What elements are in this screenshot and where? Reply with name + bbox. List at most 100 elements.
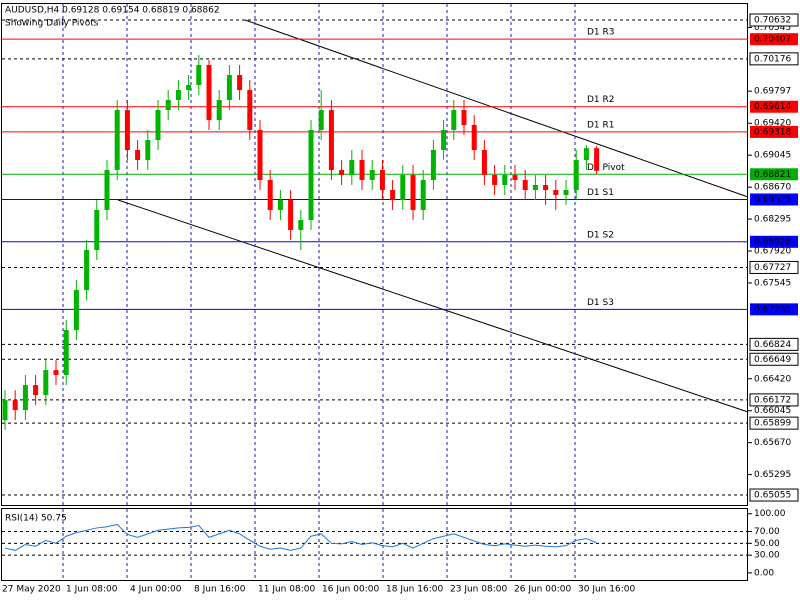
candle-body — [369, 170, 375, 180]
pivot-name: D1 R3 — [587, 28, 615, 38]
candle-body — [53, 370, 59, 376]
price-box — [749, 416, 799, 430]
candle-body — [420, 179, 426, 210]
price-box — [749, 352, 799, 366]
candle-body — [451, 110, 457, 130]
candle-body — [104, 170, 110, 210]
candle-body — [583, 148, 589, 160]
price-label: 0.70632 — [754, 16, 791, 26]
candle-body — [379, 170, 385, 191]
y-tick-label: 0.69797 — [754, 87, 791, 97]
pivot-name: D1 R2 — [587, 95, 615, 105]
candle-body — [196, 64, 202, 86]
candle-body — [216, 99, 222, 121]
x-tick-label: 23 Jun 08:00 — [450, 585, 507, 595]
price-box — [750, 235, 798, 248]
candle-body — [22, 385, 28, 411]
candle-body — [145, 140, 151, 160]
candle-body — [257, 129, 263, 180]
trend-line — [117, 199, 749, 413]
candle-body — [165, 99, 171, 111]
x-tick-label: 26 Jun 00:00 — [514, 585, 571, 595]
x-tick-label: 16 Jun 00:00 — [322, 585, 379, 595]
x-tick-label: 8 Jun 16:00 — [194, 585, 246, 595]
price-label: 0.66172 — [754, 395, 791, 405]
price-label: 0.69318 — [754, 127, 791, 137]
chart-subtitle: Showing Daily Pivots — [5, 19, 99, 29]
pivot-name: D1 Pivot — [587, 163, 625, 173]
pivot-name: D1 R1 — [587, 120, 615, 130]
price-label: 0.70407 — [754, 35, 791, 45]
candle-body — [247, 90, 253, 130]
candle-body — [237, 75, 243, 91]
price-box — [749, 393, 799, 407]
candle-body — [12, 400, 18, 411]
candle-body — [522, 179, 528, 191]
price-box — [750, 100, 798, 113]
price-label: 0.68821 — [754, 170, 791, 180]
candle-body — [471, 125, 477, 150]
rsi-label: RSI(14) 50.75 — [5, 514, 67, 524]
price-box — [750, 125, 798, 138]
x-tick-label: 11 Jun 08:00 — [258, 585, 315, 595]
candle-body — [277, 199, 283, 210]
trend-line — [244, 19, 749, 198]
y-tick-label: 0.68295 — [754, 215, 791, 225]
candle-body — [33, 385, 39, 396]
price-label: 0.68028 — [754, 237, 791, 247]
price-label: 0.66824 — [754, 340, 791, 350]
candle-body — [502, 175, 508, 185]
y-tick-label: 0.65670 — [754, 438, 791, 448]
chart-title: AUDUSD,H4 0.69128 0.69154 0.68819 0.6886… — [5, 6, 220, 16]
candle-body — [135, 149, 141, 160]
price-box — [749, 488, 799, 502]
y-tick-label: 0.69045 — [754, 151, 791, 161]
candle-body — [298, 220, 304, 230]
candle-body — [430, 149, 436, 180]
price-label: 0.68525 — [754, 195, 791, 205]
price-label: 0.67235 — [754, 305, 791, 315]
y-tick-label: 0.69420 — [754, 119, 791, 129]
candle-body — [186, 85, 192, 91]
price-box — [750, 193, 798, 206]
price-label: 0.69614 — [754, 102, 791, 112]
x-tick-label: 1 Jun 08:00 — [66, 585, 118, 595]
candle-body — [288, 199, 294, 230]
candle-body — [84, 249, 90, 291]
price-label: 0.70176 — [754, 54, 791, 64]
candle-body — [532, 184, 538, 191]
y-tick-label: 0.65295 — [754, 470, 791, 480]
candle-body — [461, 110, 467, 126]
rsi-line — [4, 523, 597, 551]
candle-body — [114, 110, 120, 171]
price-box — [749, 52, 799, 66]
candle-body — [308, 129, 314, 221]
candle-body — [481, 149, 487, 176]
y-tick-label: 0.67920 — [754, 247, 791, 257]
y-tick-label: 0.70545 — [754, 23, 791, 33]
price-box — [749, 13, 799, 27]
price-label: 0.67727 — [754, 263, 791, 273]
y-tick-label: 100.00 — [754, 509, 786, 519]
x-tick-label: 27 May 2020 — [2, 585, 61, 595]
candle-body — [2, 400, 8, 421]
y-tick-label: 70.00 — [754, 527, 780, 537]
y-tick-label: 0.66045 — [754, 406, 791, 416]
candle-body — [226, 75, 232, 100]
candle-body — [63, 330, 69, 376]
candle-body — [349, 159, 355, 176]
pivot-name: D1 S3 — [587, 298, 614, 308]
candle-body — [543, 184, 549, 191]
candle-body — [573, 159, 579, 191]
price-box — [750, 33, 798, 46]
pivot-name: D1 S1 — [587, 188, 614, 198]
price-label: 0.65055 — [754, 491, 791, 501]
x-tick-label: 4 Jun 00:00 — [130, 585, 182, 595]
candle-body — [124, 110, 130, 150]
candle-body — [512, 175, 518, 180]
candle-body — [410, 175, 416, 210]
candle-body — [359, 159, 365, 180]
candle-body — [267, 179, 273, 210]
y-tick-label: 0.66420 — [754, 374, 791, 384]
